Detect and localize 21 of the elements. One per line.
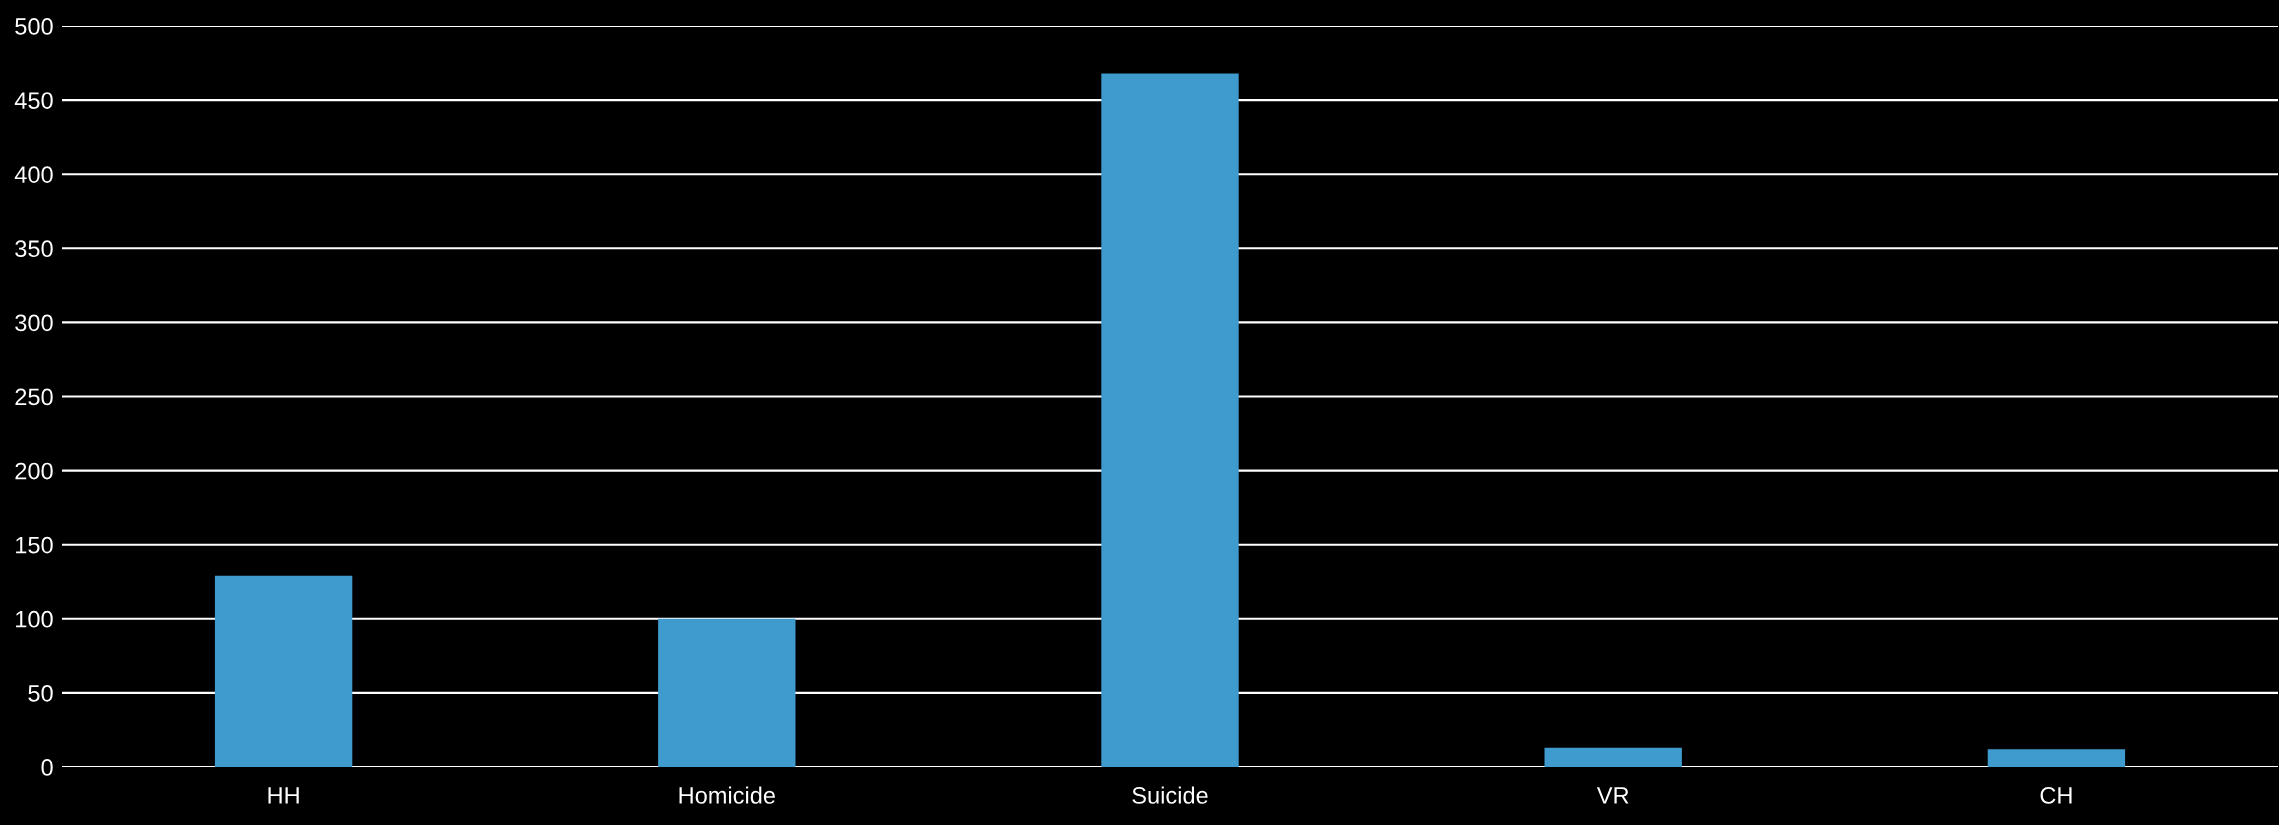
x-tick-label: VR [1596,787,1629,804]
x-tick-label: CH [2040,787,2072,804]
y-tick-label: 400 [14,166,53,183]
y-tick-label: 0 [41,759,53,776]
y-tick-label: 250 [15,388,53,406]
bar [1544,747,1682,767]
bar [658,618,796,767]
x-tick-label: Suicide [1132,786,1208,804]
x-tick-label: HH [268,787,299,804]
y-tick-label: 350 [15,240,53,258]
y-tick-label: 150 [16,536,53,554]
bar [214,575,353,767]
y-tick-label: 100 [16,610,53,628]
y-tick-label: 500 [15,18,53,35]
bar [1101,73,1239,767]
y-tick-label: 50 [28,684,53,702]
y-tick-label: 200 [15,462,53,480]
bar [1987,749,2126,767]
y-tick-label: 450 [14,92,53,109]
y-tick-label: 300 [15,314,53,332]
x-tick-label: Homicide [679,786,775,804]
